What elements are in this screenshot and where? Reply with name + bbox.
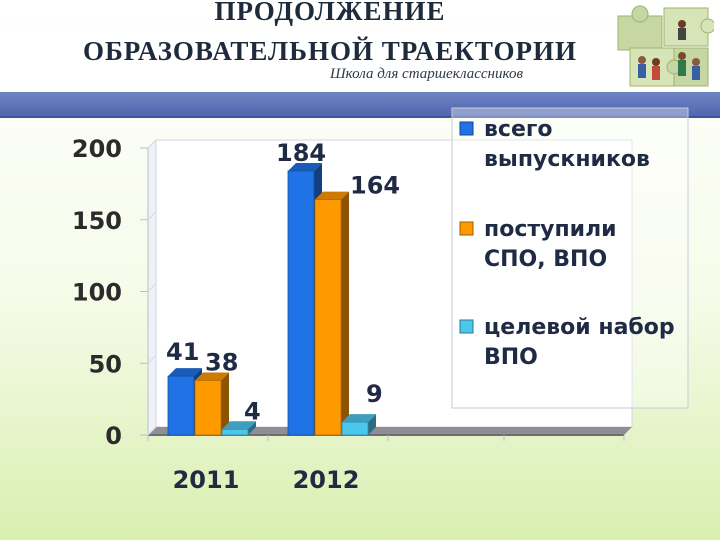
bar [287, 170, 315, 436]
bar-side [221, 372, 229, 435]
legend-swatch [459, 121, 474, 136]
x-axis-floor [148, 427, 632, 435]
page-title-line2: ОБРАЗОВАТЕЛЬНОЙ ТРАЕКТОРИИ [82, 36, 578, 66]
y-gridline [147, 426, 157, 436]
data-label: 41 [166, 338, 199, 366]
people-icon [638, 20, 700, 80]
bar-side [368, 414, 376, 435]
legend-label: выпускников [484, 147, 650, 172]
legend-label: всего [484, 117, 553, 142]
legend-label: ВПО [484, 345, 538, 370]
legend-label: СПО, ВПО [484, 247, 607, 272]
legend-label: целевой набор [484, 315, 675, 340]
header-bar [0, 92, 720, 118]
title-band [0, 30, 720, 90]
x-tick-label: 2011 [173, 466, 240, 494]
y-gridline [147, 139, 157, 149]
y-gridline [147, 211, 157, 221]
data-label: 184 [276, 139, 326, 167]
y-gridline [147, 354, 157, 364]
bar-top [195, 372, 229, 381]
bar [341, 421, 369, 436]
data-label: 9 [366, 380, 383, 408]
puzzle-people-icon [617, 5, 714, 87]
legend-swatch [459, 221, 474, 236]
data-label: 164 [350, 172, 400, 200]
legend-label: поступили [484, 217, 617, 242]
legend-box [451, 107, 689, 409]
bar-side [248, 421, 256, 435]
bar-top [168, 368, 202, 377]
bar [314, 199, 342, 436]
y-tick-label: 200 [72, 135, 122, 163]
bar-top [315, 191, 349, 200]
y-tick-label: 100 [72, 279, 122, 307]
bar-top [342, 414, 376, 423]
bar-top [222, 421, 256, 430]
data-label: 38 [205, 348, 238, 376]
bar-top [288, 162, 322, 171]
data-label: 4 [244, 397, 261, 425]
x-tick-label: 2012 [293, 466, 360, 494]
bar [221, 428, 249, 436]
bar [194, 380, 222, 436]
plot-area [155, 139, 633, 428]
bar-side [341, 191, 349, 435]
legend-swatch [459, 319, 474, 334]
y-tick-label: 150 [72, 207, 122, 235]
y-gridline [147, 283, 157, 292]
y-tick-label: 50 [89, 350, 122, 378]
page-subtitle: Школа для старшеклассников [330, 66, 523, 82]
bar [167, 375, 195, 436]
page-title: ПРОДОЛЖЕНИЕ [214, 0, 446, 26]
y-tick-label: 0 [105, 422, 122, 450]
